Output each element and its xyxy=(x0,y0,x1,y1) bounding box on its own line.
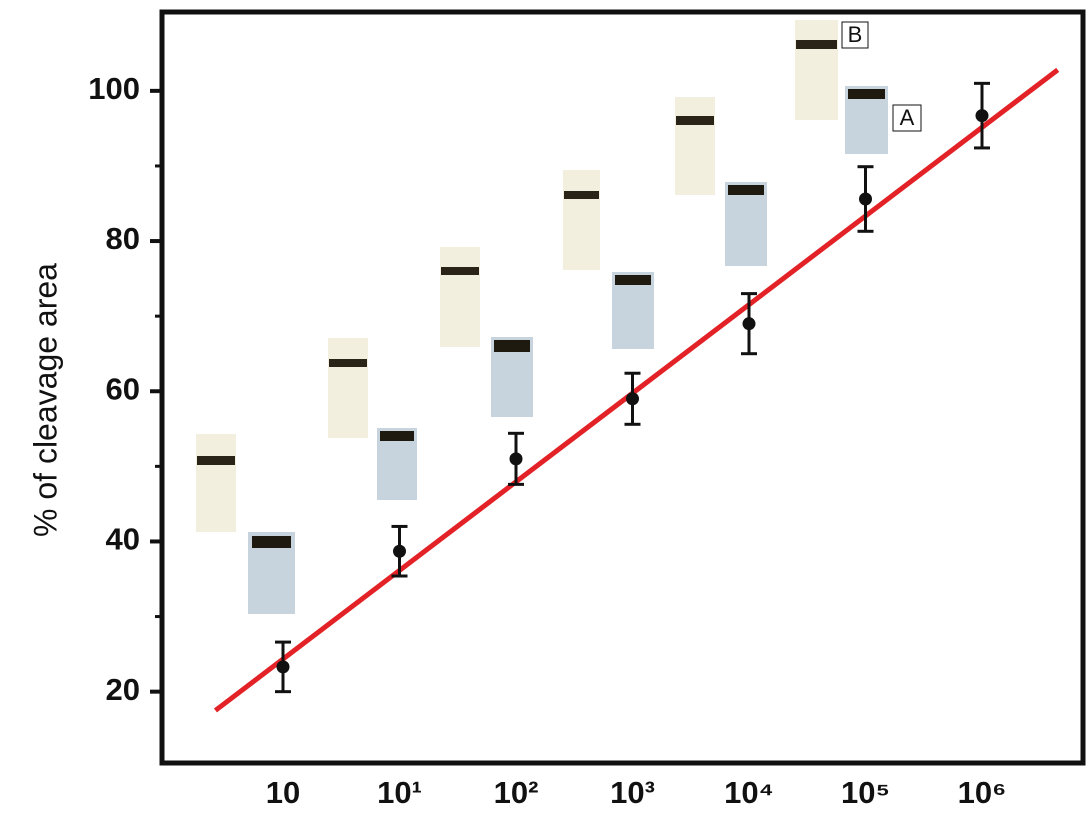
x-tick-label: 10⁵ xyxy=(841,775,890,810)
y-tick-label: 20 xyxy=(106,672,140,707)
point xyxy=(277,660,290,673)
x-tick-label: 10² xyxy=(494,775,539,810)
y-tick-label: 40 xyxy=(106,522,140,557)
x-tick-label: 10⁶ xyxy=(958,775,1007,810)
y-tick-label: 80 xyxy=(106,221,140,256)
x-tick-label: 10³ xyxy=(610,775,655,810)
point xyxy=(976,109,989,122)
point xyxy=(510,452,523,465)
annotation: A xyxy=(900,105,915,130)
y-tick-label: 60 xyxy=(106,371,140,406)
x-tick-label: 10⁴ xyxy=(724,775,774,810)
photo-insets xyxy=(196,20,921,614)
x-tick-label: 10 xyxy=(266,775,300,810)
annotation: B xyxy=(848,22,863,47)
x-tick-label: 10¹ xyxy=(377,775,422,810)
plot-frame xyxy=(162,12,1083,763)
point xyxy=(626,392,639,405)
point xyxy=(743,317,756,330)
chart: B A % of cleavage area 20 40 60 80 100 10 10¹ 1… xyxy=(0,0,1086,819)
point xyxy=(859,192,872,205)
y-axis-label: % of cleavage area xyxy=(27,263,63,537)
y-tick-label: 100 xyxy=(88,71,140,106)
point xyxy=(393,545,406,558)
